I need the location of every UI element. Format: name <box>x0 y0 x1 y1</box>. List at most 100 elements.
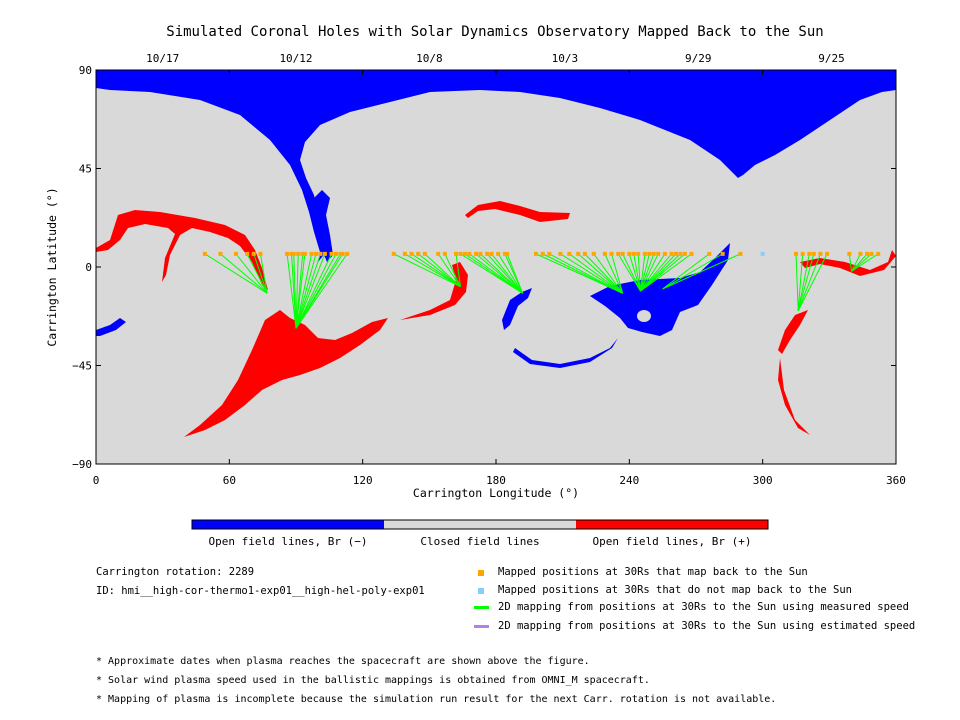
mapped-position-point <box>251 251 256 256</box>
mapping-line <box>295 253 306 329</box>
mapping-line <box>848 253 853 272</box>
mapping-line <box>640 253 672 292</box>
mapped-position-point <box>505 251 510 256</box>
mapped-position-point <box>682 251 687 256</box>
mapped-position-point <box>285 251 290 256</box>
mapped-no-marker <box>478 588 484 594</box>
mapped-position-point <box>540 251 545 256</box>
colorbar-frame <box>191 519 769 530</box>
mapping-line <box>497 253 524 294</box>
mapped-position-point <box>309 251 314 256</box>
mapped-position-point <box>302 251 307 256</box>
mapping-line <box>569 253 623 294</box>
mapped-position-point <box>496 251 501 256</box>
mapped-position-point <box>876 251 881 256</box>
mapped-position-point <box>678 251 683 256</box>
mapped-position-point <box>547 251 552 256</box>
negative-arc-south <box>513 338 618 368</box>
mapping-line <box>259 253 268 294</box>
mapping-line <box>404 253 461 288</box>
mapping-line <box>633 253 641 292</box>
mapped-position-point <box>616 251 621 256</box>
mapping-line <box>662 253 723 290</box>
mapped-position-point <box>631 251 636 256</box>
mapped-position-point <box>322 251 327 256</box>
colorbar-positive <box>576 520 768 529</box>
date-tick-label: 10/3 <box>552 52 579 65</box>
positive-hole-165 <box>400 262 468 320</box>
mapped-position-point <box>738 251 743 256</box>
date-tick-label: 10/12 <box>279 52 312 65</box>
x-tick-label: 360 <box>886 474 906 487</box>
mapping-line <box>393 253 461 288</box>
positive-hole-315 <box>778 310 808 354</box>
date-axis: 10/17 10/12 10/8 10/3 9/29 9/25 <box>146 52 845 65</box>
mapping-line <box>253 253 268 294</box>
mapping-line <box>640 253 677 292</box>
mapped-position-point <box>300 251 305 256</box>
mapped-yes-marker <box>478 570 484 576</box>
mapping-line <box>797 253 815 311</box>
mapping-line <box>662 253 741 290</box>
mapped-position-point <box>409 251 414 256</box>
mapped-position-point <box>609 251 614 256</box>
legend-mapped-no: Mapped positions at 30Rs that do not map… <box>498 584 853 596</box>
colorbar: Open field lines, Br (−) Closed field li… <box>191 519 769 548</box>
north-hole-tip <box>312 190 333 262</box>
positive-streak-north <box>465 201 570 222</box>
mapping-line <box>295 253 313 329</box>
colorbar-label-positive: Open field lines, Br (+) <box>593 535 752 548</box>
mapped-position-point <box>345 251 350 256</box>
mapping-line <box>611 253 624 294</box>
run-id: ID: hmi__high-cor-thermo1-exp01__high-he… <box>96 585 425 597</box>
mapping-line <box>455 253 461 287</box>
negative-hole-central <box>590 243 730 336</box>
mapped-position-point <box>794 251 798 256</box>
mapped-position-point <box>825 251 830 256</box>
central-hole-gap <box>637 310 651 322</box>
mapping-line <box>851 253 879 272</box>
mapping-line <box>417 253 461 288</box>
x-tick-label: 180 <box>486 474 506 487</box>
mapped-position-point <box>289 251 294 256</box>
mapping-line <box>295 253 321 329</box>
mapping-line <box>795 253 799 311</box>
mapping-line <box>542 253 623 294</box>
x-tick-label: 300 <box>753 474 773 487</box>
mapped-positions <box>202 251 881 256</box>
mapping-line <box>639 253 655 292</box>
mapped-position-point <box>458 251 463 256</box>
carrington-rotation: Carrington rotation: 2289 <box>96 566 255 578</box>
mapped-position-point <box>402 251 407 256</box>
mapping-line <box>797 253 828 312</box>
y-axis-ticks: 90 45 0 −45 −90 <box>72 64 896 471</box>
mapped-position-point <box>818 251 823 256</box>
legend-estimated: 2D mapping from positions at 30Rs to the… <box>498 620 916 632</box>
mapped-position-point <box>329 251 334 256</box>
negative-hole-west-edge <box>96 318 126 336</box>
mapping-line <box>637 253 641 292</box>
y-axis-label: Carrington Latitude (°) <box>45 187 59 346</box>
x-axis-label: Carrington Longitude (°) <box>413 486 579 500</box>
note-speed: * Solar wind plasma speed used in the ba… <box>96 675 650 686</box>
mapped-position-point <box>651 251 656 256</box>
mapping-line <box>639 253 650 292</box>
mapped-position-point <box>807 251 812 256</box>
positive-hole-upper-left <box>96 210 268 290</box>
mapped-position-point <box>502 251 507 256</box>
chart-title: Simulated Coronal Holes with Solar Dynam… <box>166 24 823 40</box>
mapping-line <box>295 253 348 329</box>
mapped-position-point <box>669 251 674 256</box>
mapped-position-point <box>436 251 441 256</box>
mapping-line <box>411 253 461 288</box>
mapping-line <box>628 253 641 292</box>
mapped-position-point <box>720 251 725 256</box>
positive-streak-south-east <box>778 358 810 435</box>
mapping-line <box>293 253 297 329</box>
mapping-line <box>295 253 299 329</box>
mapped-position-point <box>296 251 301 256</box>
mapped-position-point <box>869 251 874 256</box>
mapping-line <box>246 253 268 294</box>
mapped-position-point <box>674 251 678 256</box>
